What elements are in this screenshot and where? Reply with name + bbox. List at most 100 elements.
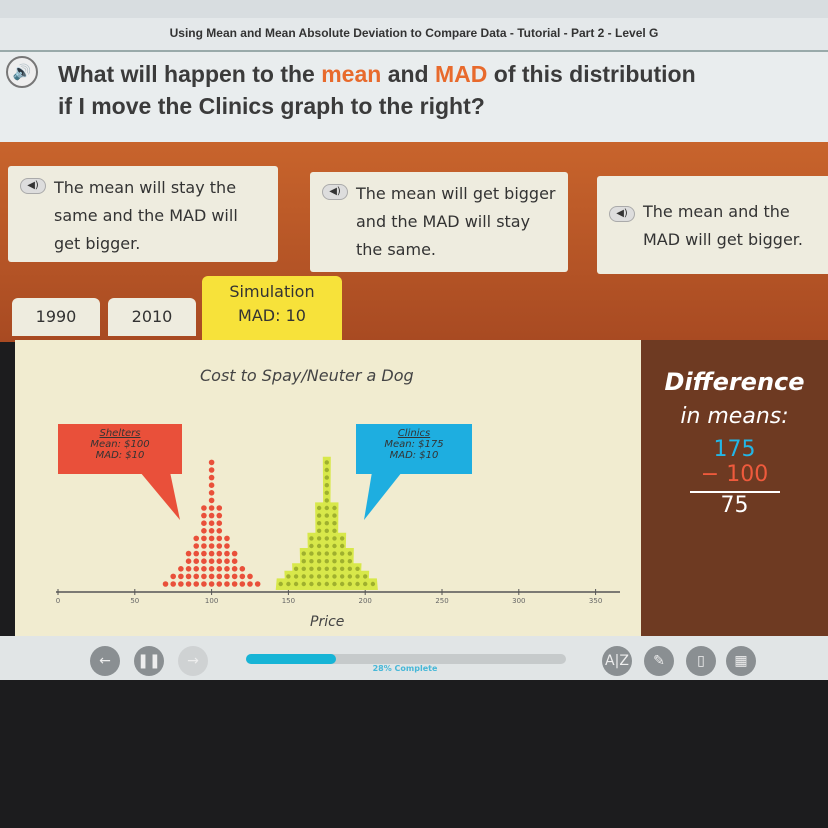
clinics-dot[interactable] (316, 513, 322, 518)
clinics-dot[interactable] (324, 559, 329, 564)
clinics-dot[interactable] (324, 581, 329, 587)
clinics-dot[interactable] (339, 574, 345, 579)
clinics-dot[interactable] (309, 551, 314, 556)
clinics-dot[interactable] (309, 543, 314, 549)
clinics-dot[interactable] (301, 559, 306, 564)
clinics-dot[interactable] (293, 581, 299, 587)
clinics-dot[interactable] (332, 581, 337, 587)
clinics-dot[interactable] (332, 574, 337, 579)
clinics-dot[interactable] (309, 574, 314, 579)
clinics-dot[interactable] (332, 505, 337, 511)
back-arrow-icon[interactable]: ← (90, 646, 120, 676)
clinics-dot[interactable] (347, 574, 353, 579)
clinics-dot[interactable] (316, 581, 322, 587)
clinics-dot[interactable] (309, 536, 314, 541)
clinics-dot[interactable] (324, 551, 329, 556)
clinics-dot[interactable] (339, 543, 345, 549)
pencil-icon[interactable]: ✎ (644, 646, 674, 676)
clinics-dot[interactable] (339, 581, 345, 587)
speaker-icon[interactable]: ◀) (20, 178, 46, 194)
clinics-dot[interactable] (347, 559, 353, 564)
clinics-dot[interactable] (278, 581, 283, 587)
glossary-icon[interactable]: A|Z (602, 646, 632, 676)
clinics-dot[interactable] (309, 566, 314, 571)
speaker-icon[interactable]: ◀) (609, 206, 635, 222)
clinics-dot[interactable] (324, 536, 329, 541)
clinics-dot[interactable] (316, 521, 322, 526)
shelters-dot (231, 558, 238, 564)
clinics-callout[interactable]: Clinics Mean: $175 MAD: $10 (356, 424, 472, 474)
clinics-dot[interactable] (324, 543, 329, 549)
clinics-dot[interactable] (316, 574, 322, 579)
speaker-icon[interactable]: 🔊 (6, 56, 38, 88)
clinics-dot[interactable] (339, 536, 345, 541)
clinics-dot[interactable] (332, 566, 337, 571)
clinics-dot[interactable] (355, 581, 360, 587)
clinics-dot[interactable] (301, 574, 306, 579)
clinics-dot[interactable] (324, 498, 329, 503)
clinics-dot[interactable] (286, 581, 291, 587)
clinics-dot[interactable] (286, 574, 291, 579)
shelters-dot (193, 558, 200, 564)
clinics-dot[interactable] (324, 574, 329, 579)
clinics-dot[interactable] (339, 559, 345, 564)
clinics-dot[interactable] (355, 566, 360, 571)
clinics-dot[interactable] (324, 460, 329, 465)
clinics-dot[interactable] (339, 551, 345, 556)
clinics-dot[interactable] (332, 513, 337, 518)
calculator-icon[interactable]: ▦ (726, 646, 756, 676)
clinics-dot[interactable] (309, 559, 314, 564)
speaker-icon[interactable]: ◀) (322, 184, 348, 200)
shelters-dot (201, 520, 207, 526)
clinics-dot[interactable] (316, 566, 322, 571)
clinics-dot[interactable] (293, 566, 299, 571)
clinics-dot[interactable] (316, 551, 322, 556)
clinics-dot[interactable] (332, 551, 337, 556)
clinics-dot[interactable] (316, 505, 322, 511)
clinics-dot[interactable] (309, 581, 314, 587)
clinics-dot[interactable] (332, 543, 337, 549)
clinics-dot[interactable] (293, 574, 299, 579)
clinics-dot[interactable] (355, 574, 360, 579)
clinics-dot[interactable] (324, 505, 329, 511)
callout-name: Shelters (99, 428, 141, 439)
clinics-dot[interactable] (316, 543, 322, 549)
notepad-icon[interactable]: ▯ (686, 646, 716, 676)
clinics-dot[interactable] (332, 528, 337, 533)
clinics-dot[interactable] (301, 551, 306, 556)
clinics-dot[interactable] (324, 521, 329, 526)
answer-option-3[interactable]: ◀) The mean and the MAD will get bigger. (597, 176, 828, 274)
clinics-dot[interactable] (324, 475, 329, 480)
clinics-dot[interactable] (324, 483, 329, 488)
clinics-dot[interactable] (332, 521, 337, 526)
clinics-dot[interactable] (347, 581, 353, 587)
tab-simulation[interactable]: Simulation MAD: 10 (202, 276, 342, 340)
clinics-dot[interactable] (363, 574, 368, 579)
clinics-dot[interactable] (324, 566, 329, 571)
answer-option-1[interactable]: ◀) The mean will stay the same and the MA… (8, 166, 278, 262)
clinics-dot[interactable] (316, 559, 322, 564)
tab-2010[interactable]: 2010 (108, 298, 196, 336)
clinics-dot[interactable] (301, 581, 306, 587)
clinics-dot[interactable] (324, 513, 329, 518)
clinics-dot[interactable] (332, 536, 337, 541)
progress-label: 28% Complete (372, 664, 438, 673)
q-mean: mean (321, 61, 382, 87)
clinics-dot[interactable] (347, 566, 353, 571)
pause-icon[interactable]: ❚❚ (134, 646, 164, 676)
shelters-callout[interactable]: Shelters Mean: $100 MAD: $10 (58, 424, 182, 474)
clinics-dot[interactable] (339, 566, 345, 571)
clinics-dot[interactable] (324, 467, 329, 473)
clinics-dot[interactable] (332, 559, 337, 564)
answer-option-2[interactable]: ◀) The mean will get bigger and the MAD w… (310, 172, 568, 272)
clinics-dot[interactable] (347, 551, 353, 556)
tab-1990[interactable]: 1990 (12, 298, 100, 336)
clinics-dot[interactable] (324, 490, 329, 495)
forward-arrow-icon[interactable]: → (178, 646, 208, 676)
clinics-dot[interactable] (316, 528, 322, 533)
clinics-dot[interactable] (316, 536, 322, 541)
clinics-dot[interactable] (370, 581, 376, 587)
clinics-dot[interactable] (301, 566, 306, 571)
clinics-dot[interactable] (324, 528, 329, 533)
clinics-dot[interactable] (363, 581, 368, 587)
